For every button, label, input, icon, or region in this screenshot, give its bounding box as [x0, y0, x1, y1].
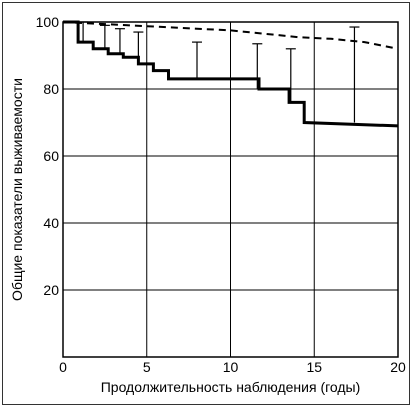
grid — [62, 21, 399, 357]
y-axis-label: Общие показатели выживаемости — [9, 78, 25, 301]
plot-area — [62, 21, 399, 358]
y-tick-labels: 20 40 60 80 100 — [36, 14, 60, 298]
x-tick-labels: 0 5 10 15 20 — [59, 359, 406, 375]
x-tick-label: 0 — [59, 359, 67, 375]
error-bar — [349, 26, 360, 123]
error-bar — [252, 43, 263, 89]
y-tick-label: 40 — [43, 215, 59, 231]
x-axis-label: Продолжительность наблюдения (годы) — [101, 379, 361, 395]
error-bar — [133, 31, 144, 58]
error-bar — [99, 24, 110, 49]
x-tick-label: 20 — [390, 359, 406, 375]
y-tick-label: 20 — [43, 282, 59, 298]
x-tick-label: 15 — [306, 359, 322, 375]
series-layer — [62, 20, 399, 128]
series-line-solid — [63, 20, 399, 128]
error-bar — [114, 28, 125, 54]
y-tick-label: 80 — [43, 81, 59, 97]
error-bars — [78, 21, 360, 123]
error-bar — [285, 48, 296, 103]
x-tick-label: 5 — [143, 359, 151, 375]
y-tick-label: 100 — [36, 14, 60, 30]
x-tick-label: 10 — [223, 359, 239, 375]
chart-frame — [2, 2, 410, 405]
error-bar — [192, 41, 202, 79]
y-tick-label: 60 — [43, 148, 59, 164]
series-line-dashed — [62, 21, 399, 50]
